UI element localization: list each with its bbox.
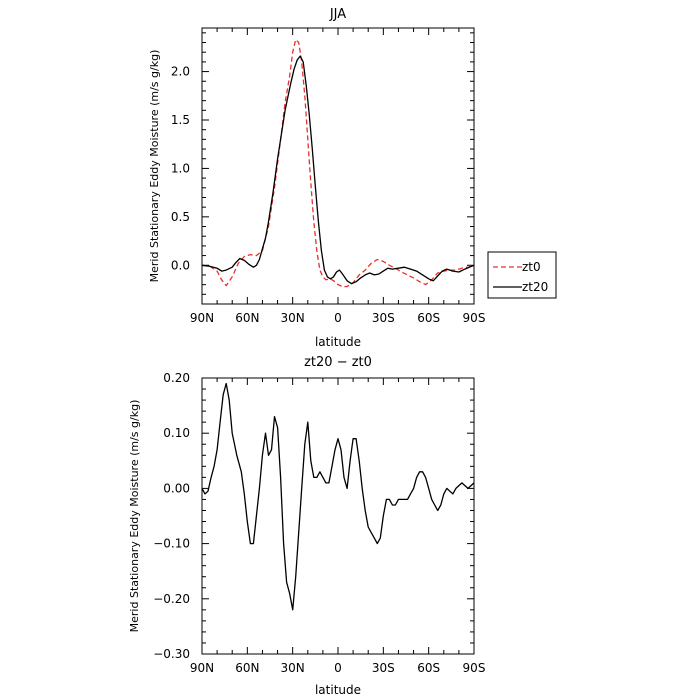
y-tick-label: 0.20 (163, 371, 190, 385)
legend-label-zt20: zt20 (522, 280, 548, 294)
legend-label-zt0: zt0 (522, 260, 541, 274)
y-tick-label: 1.0 (171, 161, 190, 175)
x-axis-label: latitude (315, 683, 361, 697)
x-tick-label: 30S (372, 661, 395, 675)
series-lines (201, 382, 475, 611)
chart-title: JJA (329, 7, 346, 22)
y-tick-label: 0.0 (171, 258, 190, 272)
series-line-zt20 (201, 55, 475, 285)
x-tick-label: 60N (235, 661, 259, 675)
x-tick-label: 60S (417, 661, 440, 675)
plot-frame (201, 377, 475, 655)
y-tick-label: 1.5 (171, 113, 190, 127)
y-tick-label: 2.0 (171, 65, 190, 79)
top-panel: JJA 90N 60N 30N 0 30S 60S 90S 0.00.51.01.52.0 … (148, 7, 557, 349)
series-line-zt0 (201, 38, 475, 288)
y-axis-label: Merid Stationary Eddy Moisture (m/s g/kg… (148, 50, 161, 283)
x-tick-label: 0 (334, 661, 342, 675)
bottom-panel: zt20 − zt0 90N 60N 30N 0 30S 60S 90S −0.30 −0.2… (128, 355, 485, 697)
y-tick-label: −0.30 (153, 647, 190, 661)
x-tick-label: 30N (281, 661, 305, 675)
axis-ticks (201, 28, 475, 305)
x-tick-label: 30S (372, 311, 395, 325)
x-tick-labels: 90N 60N 30N 0 30S 60S 90S (190, 311, 486, 325)
y-tick-labels: −0.30 −0.20 −0.10 0.00 0.10 0.20 (153, 371, 190, 661)
x-tick-label: 60S (417, 311, 440, 325)
series-lines (201, 38, 475, 288)
legend-box (487, 251, 557, 299)
plot-frame (201, 27, 475, 305)
axis-ticks (201, 377, 475, 655)
chart-title: zt20 − zt0 (304, 355, 372, 370)
x-tick-label: 90S (463, 311, 486, 325)
x-tick-labels: 90N 60N 30N 0 30S 60S 90S (190, 661, 486, 675)
y-tick-label: −0.20 (153, 592, 190, 606)
y-axis-label: Merid Stationary Eddy Moisture (m/s g/kg… (128, 400, 141, 633)
y-tick-label: −0.10 (153, 537, 190, 551)
x-tick-label: 30N (281, 311, 305, 325)
x-axis-label: latitude (315, 335, 361, 349)
x-tick-label: 90N (190, 311, 214, 325)
y-tick-label: 0.10 (163, 426, 190, 440)
x-tick-label: 90S (463, 661, 486, 675)
y-tick-labels: 0.0 0.5 1.0 1.5 2.0 (171, 65, 190, 273)
series-line-series-0 (201, 382, 475, 611)
x-tick-label: 0 (334, 311, 342, 325)
x-tick-label: 60N (235, 311, 259, 325)
y-tick-label: 0.00 (163, 481, 190, 495)
x-tick-label: 90N (190, 661, 214, 675)
y-tick-label: 0.5 (171, 210, 190, 224)
legend: zt0 zt20 (487, 251, 557, 299)
